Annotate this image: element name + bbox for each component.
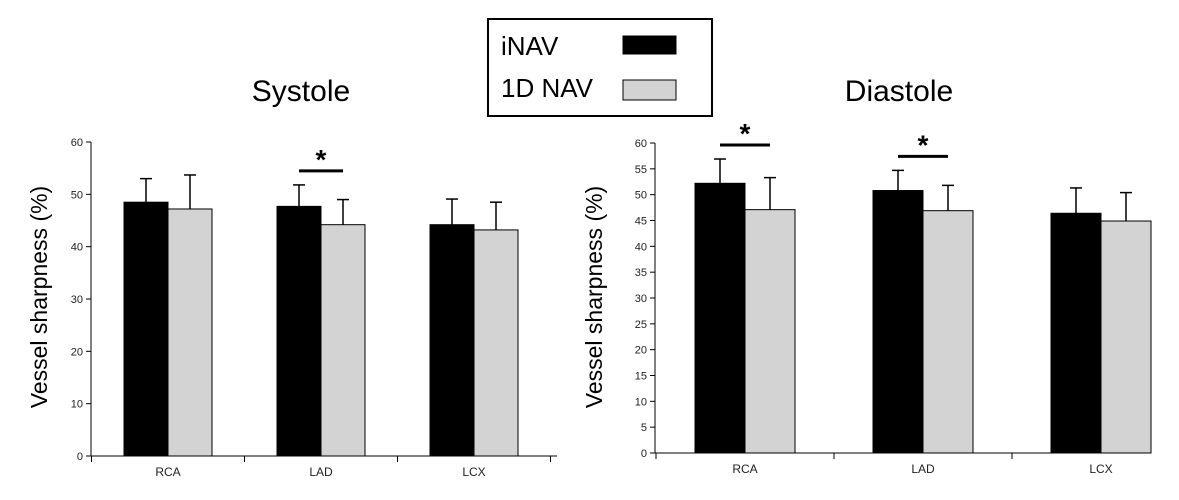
- y-tick-label: 30: [635, 293, 647, 305]
- x-tick-label-rca: RCA: [155, 465, 180, 479]
- significance-star-lad: *: [316, 144, 327, 175]
- y-tick-label: 45: [635, 216, 647, 228]
- legend-label-inav: iNAV: [501, 31, 559, 61]
- bar-1d-nav-lad: [922, 210, 974, 454]
- bar-1d-nav-rca: [167, 208, 213, 457]
- bar-inav-lad: [276, 205, 322, 457]
- y-tick-label: 0: [641, 448, 647, 460]
- significance-star-rca: *: [740, 118, 751, 149]
- y-tick-label: 40: [71, 242, 83, 254]
- chart-systole: Systole Vessel sharpness (%) 0 10 20 30 40 50…: [26, 75, 557, 479]
- y-tick-label: 35: [635, 267, 647, 279]
- x-tick-label-lad: LAD: [911, 462, 935, 476]
- chart-diastole: Diastole Vessel sharpness (%) 0 5 10 15 20 25…: [581, 75, 1152, 476]
- y-axis-label: Vessel sharpness (%): [26, 186, 52, 408]
- bar-1d-nav-rca: [744, 209, 796, 454]
- significance-star-lad: *: [918, 129, 929, 160]
- y-axis-label: Vessel sharpness (%): [581, 186, 607, 408]
- y-tick-label: 60: [635, 138, 647, 150]
- y-tick-label: 40: [635, 241, 647, 253]
- bar-1d-nav-lad: [320, 224, 366, 457]
- y-tick-label: 30: [71, 294, 83, 306]
- bar-inav-rca: [694, 182, 746, 454]
- x-tick-label-rca: RCA: [732, 462, 757, 476]
- bar-inav-lcx: [429, 224, 475, 457]
- y-tick-label: 5: [641, 422, 647, 434]
- chart-title: Diastole: [845, 75, 953, 108]
- legend-label-1dnav: 1D NAV: [501, 73, 594, 103]
- y-tick-label: 0: [77, 451, 83, 463]
- bar-inav-rca: [123, 201, 169, 457]
- x-tick-label-lcx: LCX: [462, 465, 485, 479]
- y-tick-label: 20: [635, 345, 647, 357]
- bar-1d-nav-lcx: [473, 229, 519, 457]
- y-tick-label: 60: [71, 137, 83, 149]
- legend-swatch-1dnav: [622, 79, 677, 101]
- bar-inav-lcx: [1050, 212, 1102, 454]
- x-tick-label-lcx: LCX: [1089, 462, 1112, 476]
- y-tick-label: 50: [635, 190, 647, 202]
- y-tick-label: 55: [635, 164, 647, 176]
- y-tick-label: 20: [71, 346, 83, 358]
- legend-swatch-inav: [622, 35, 677, 55]
- chart-title: Systole: [252, 75, 350, 108]
- y-tick-label: 50: [71, 189, 83, 201]
- y-tick-label: 10: [71, 399, 83, 411]
- x-tick-label-lad: LAD: [309, 465, 333, 479]
- legend: iNAV 1D NAV: [487, 18, 713, 117]
- y-tick-label: 25: [635, 319, 647, 331]
- y-tick-label: 15: [635, 371, 647, 383]
- bar-1d-nav-lcx: [1100, 220, 1152, 454]
- bar-inav-lad: [872, 190, 924, 454]
- y-tick-label: 10: [635, 396, 647, 408]
